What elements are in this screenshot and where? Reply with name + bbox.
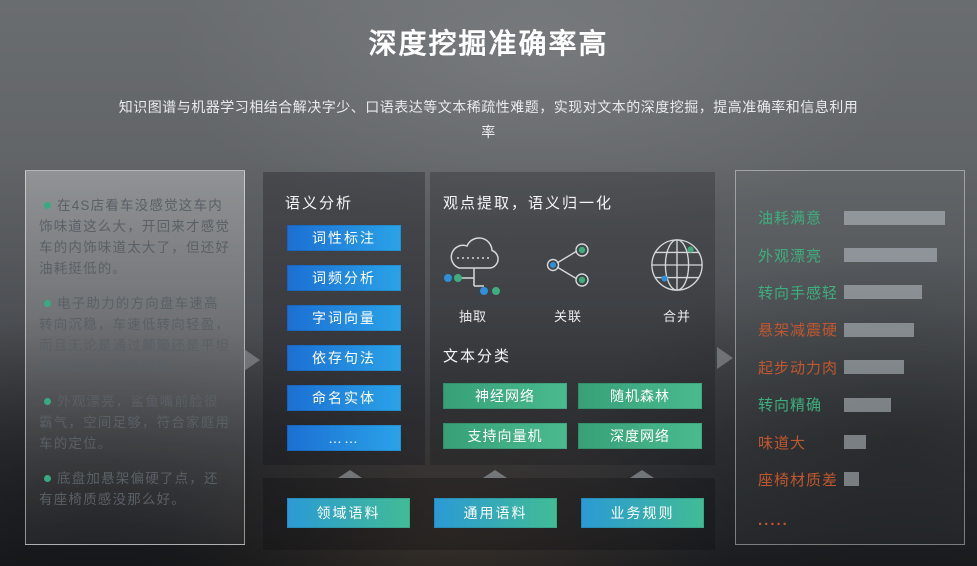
result-label: 起步动力肉	[758, 359, 839, 377]
result-label: 悬架减震硬	[758, 322, 839, 340]
result-bar	[844, 435, 866, 450]
up-arrow-icon	[483, 470, 507, 478]
corpus-buttons: 领域语料 通用语料 业务规则	[287, 498, 704, 528]
result-label: 座椅材质差	[758, 471, 839, 489]
result-row: 外观漂亮	[758, 236, 964, 273]
review-text: 外观漂亮，鲨鱼嘴前脸很霸气，空间足够，符合家庭用车的定位。	[39, 394, 231, 451]
result-label: 油耗满意	[758, 210, 823, 228]
corpus-button[interactable]: 通用语料	[434, 498, 557, 528]
step-relate: 关联	[528, 224, 608, 325]
flow-arrow-icon	[717, 347, 733, 369]
results-panel: 油耗满意 外观漂亮 转向手感轻 悬架减震硬	[735, 170, 965, 545]
semantic-analysis-button[interactable]: 词频分析	[287, 265, 401, 291]
review-item: 底盘加悬架偏硬了点，还有座椅质感没那么好。	[39, 468, 233, 510]
review-item: 电子助力的方向盘车速高转向沉稳，车速低转向轻盈，而且无论是通过颠簸还是平坦的路面…	[39, 293, 233, 377]
bullet-icon	[44, 474, 51, 482]
semantic-analysis-title: 语义分析	[285, 195, 354, 212]
result-bar	[844, 472, 859, 487]
result-label: 味道大	[758, 434, 807, 452]
result-row: 转向手感轻	[758, 274, 964, 311]
result-row: 味道大	[758, 423, 964, 460]
result-label: 转向精确	[758, 397, 823, 415]
result-bar	[844, 210, 945, 225]
text-classification-button[interactable]: 支持向量机	[443, 423, 567, 449]
flow-arrow-icon	[244, 349, 260, 371]
review-text: 底盘加悬架偏硬了点，还有座椅质感没那么好。	[39, 471, 219, 507]
step-merge: 合并	[637, 224, 717, 325]
reviews-panel: 在4S店看车没感觉这车内饰味道这么大，开回来才感觉车的内饰味道太大了，但还好油耗…	[25, 170, 245, 545]
semantic-analysis-panel: 语义分析 词性标注 词频分析 字词向量 依存句法 命名实体 ……	[263, 172, 425, 465]
opinion-extraction-panel: 观点提取，语义归一化 抽取	[430, 172, 715, 465]
text-classification-title: 文本分类	[443, 348, 512, 365]
semantic-analysis-button[interactable]: 依存句法	[287, 345, 401, 371]
result-row: 悬架减震硬	[758, 311, 964, 348]
results-list: 油耗满意 外观漂亮 转向手感轻 悬架减震硬	[758, 199, 964, 498]
corpus-button[interactable]: 领域语料	[287, 498, 410, 528]
share-relate-icon	[546, 243, 589, 287]
cloud-extract-icon	[444, 237, 500, 295]
semantic-analysis-button[interactable]: 词性标注	[287, 225, 401, 251]
review-text: 在4S店看车没感觉这车内饰味道这么大，开回来才感觉车的内饰味道太大了，但还好油耗…	[39, 198, 231, 276]
page-title: 深度挖掘准确率高	[368, 28, 609, 59]
result-bar	[844, 360, 904, 375]
page-subtitle: 知识图谱与机器学习相结合解决字少、口语表达等文本稀疏性难题，实现对文本的深度挖掘…	[118, 99, 859, 141]
result-label: 转向手感轻	[758, 284, 839, 302]
bullet-icon	[44, 201, 51, 209]
step-label: 合并	[662, 309, 691, 324]
result-bar	[844, 397, 891, 412]
result-bar	[844, 285, 922, 300]
text-classification-buttons: 神经网络 随机森林 支持向量机 深度网络	[443, 383, 702, 449]
step-label: 关联	[553, 309, 582, 324]
up-arrow-icon	[338, 470, 362, 478]
result-bar	[844, 248, 937, 263]
text-classification-button[interactable]: 随机森林	[578, 383, 702, 409]
result-bar	[844, 322, 914, 337]
review-text: 电子助力的方向盘车速高转向沉稳，车速低转向轻盈，而且无论是通过颠簸还是平坦的路面…	[39, 296, 231, 374]
semantic-analysis-button[interactable]: 命名实体	[287, 385, 401, 411]
semantic-analysis-button[interactable]: ……	[287, 425, 401, 451]
bullet-icon	[44, 299, 51, 307]
result-row: 座椅材质差	[758, 461, 964, 498]
results-ellipsis: .....	[758, 512, 789, 530]
text-classification-button[interactable]: 深度网络	[578, 423, 702, 449]
semantic-analysis-buttons: 词性标注 词频分析 字词向量 依存句法 命名实体 ……	[287, 225, 401, 451]
result-row: 转向精确	[758, 386, 964, 423]
up-arrow-icon	[630, 470, 654, 478]
semantic-analysis-button[interactable]: 字词向量	[287, 305, 401, 331]
text-classification-button[interactable]: 神经网络	[443, 383, 567, 409]
review-item: 在4S店看车没感觉这车内饰味道这么大，开回来才感觉车的内饰味道太大了，但还好油耗…	[39, 195, 233, 279]
bullet-icon	[44, 397, 51, 405]
result-label: 外观漂亮	[758, 247, 823, 265]
globe-merge-icon	[651, 239, 703, 291]
step-label: 抽取	[458, 309, 487, 324]
result-row: 油耗满意	[758, 199, 964, 236]
result-row: 起步动力肉	[758, 349, 964, 386]
review-item: 外观漂亮，鲨鱼嘴前脸很霸气，空间足够，符合家庭用车的定位。	[39, 391, 233, 454]
corpus-band: 领域语料 通用语料 业务规则	[263, 470, 715, 550]
step-extract: 抽取	[433, 224, 513, 325]
opinion-extraction-title: 观点提取，语义归一化	[443, 195, 614, 212]
corpus-button[interactable]: 业务规则	[581, 498, 704, 528]
